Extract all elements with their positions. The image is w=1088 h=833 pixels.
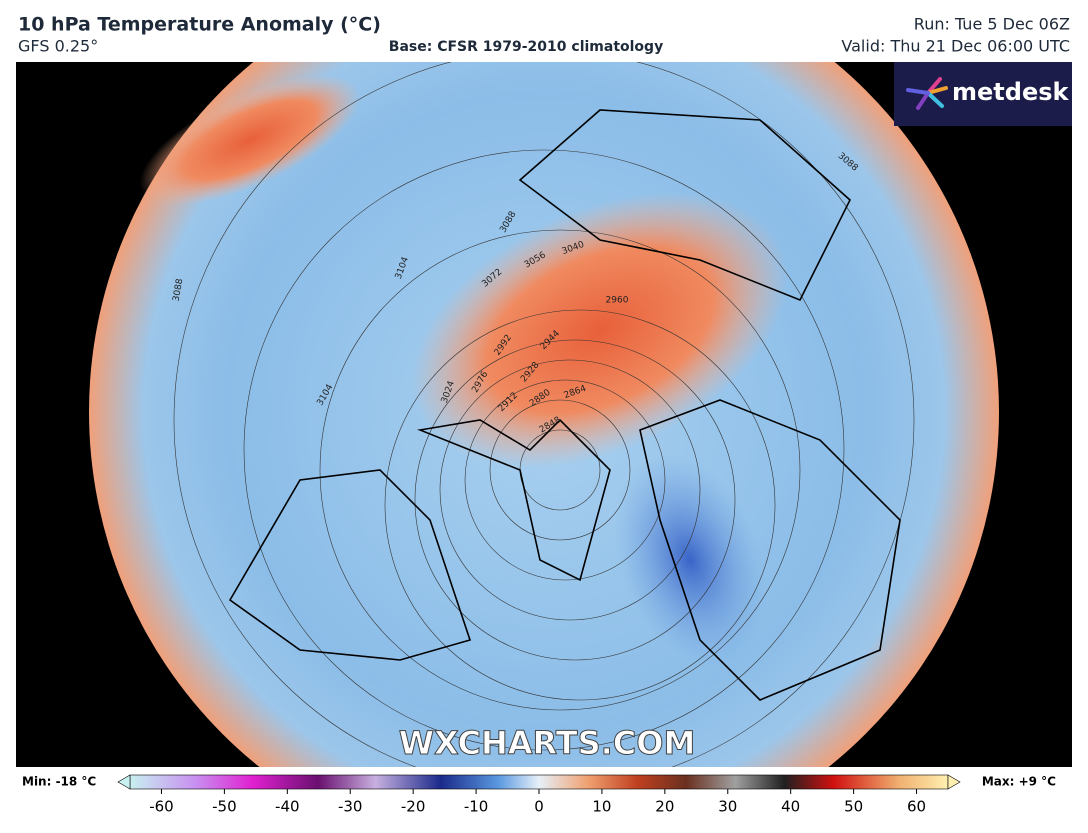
colorbar-tick-label: 60 (907, 798, 926, 816)
colorbar-tick-label: 0 (534, 798, 544, 816)
colorbar-tick-label: -10 (464, 798, 489, 816)
colorbar-tick-label: 50 (844, 798, 863, 816)
colorbar-tick-label: -30 (338, 798, 363, 816)
colorbar-arrow (117, 774, 131, 790)
run: Run: Tue 5 Dec 06Z (914, 15, 1070, 34)
contours (173, 62, 915, 767)
colorbar-tick-label: 10 (592, 798, 611, 816)
colorbar-tick-label: -20 (401, 798, 426, 816)
colorbar-max: Max: +9 °C (982, 775, 1056, 789)
coastlines (228, 109, 901, 701)
colorbar-tick-label: -60 (149, 798, 174, 816)
valid: Valid: Thu 21 Dec 06:00 UTC (841, 37, 1070, 56)
colorbar-tick-label: 30 (718, 798, 737, 816)
logo: metdesk (952, 78, 1070, 106)
warm-anomaly (411, 192, 789, 468)
colorbar-tick-label: 40 (781, 798, 800, 816)
cold-anomaly (614, 453, 766, 667)
colorbar (129, 774, 949, 790)
colorbar-min: Min: -18 °C (22, 775, 96, 789)
base: Base: CFSR 1979-2010 climatology (389, 39, 663, 55)
contour-label: 2960 (606, 296, 629, 306)
model: GFS 0.25° (18, 37, 98, 56)
map (89, 62, 999, 767)
logo-icon (906, 77, 948, 110)
colorbar-arrow (947, 774, 961, 790)
colorbar-tick-label: -50 (212, 798, 237, 816)
warm-anomaly (139, 74, 361, 206)
contour-label: 3088 (172, 278, 186, 303)
colorbar-tick-label: -40 (275, 798, 300, 816)
title: 10 hPa Temperature Anomaly (°C) (18, 14, 381, 36)
watermark: WXCHARTS.COM (399, 724, 696, 762)
colorbar-tick-label: 20 (655, 798, 674, 816)
